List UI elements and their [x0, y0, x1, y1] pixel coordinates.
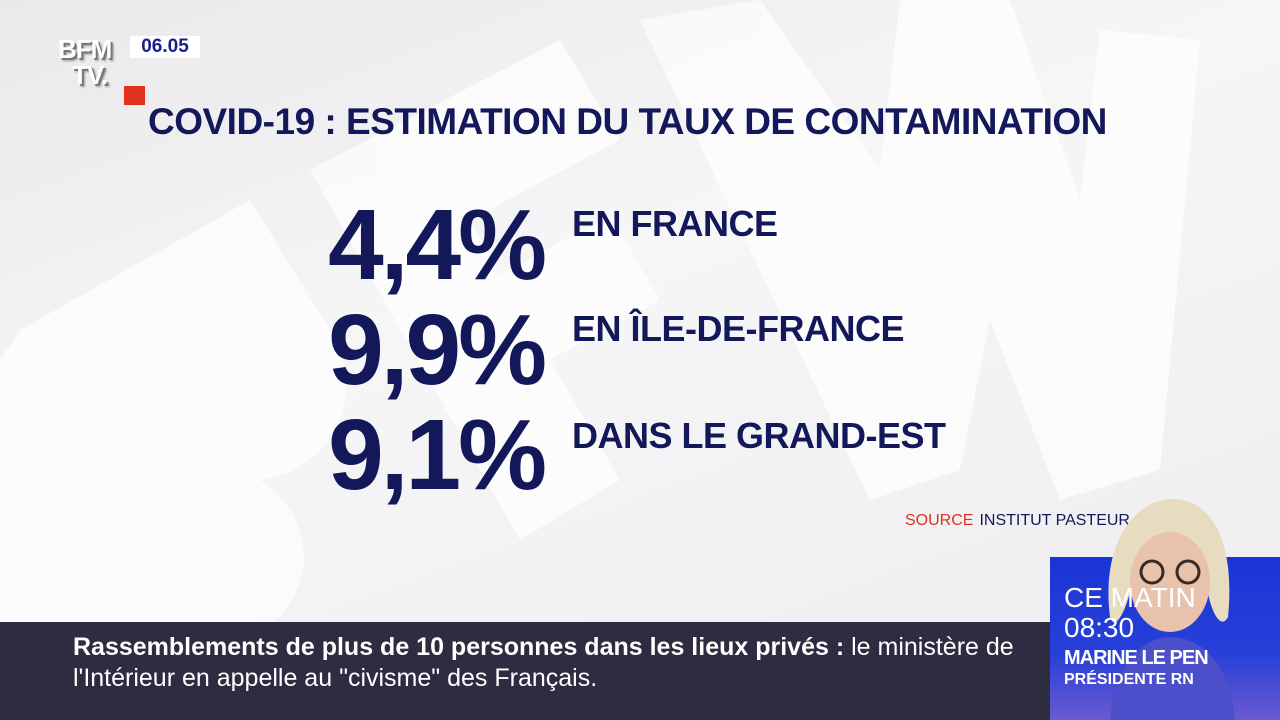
- news-ticker: Rassemblements de plus de 10 personnes d…: [0, 622, 1050, 720]
- promo-when: CE MATIN: [1064, 582, 1196, 613]
- source: SOURCE INSTITUT PASTEUR: [905, 512, 1130, 529]
- stat-label: EN FRANCE: [572, 203, 778, 244]
- guest-role: PRÉSIDENTE RN: [1064, 671, 1194, 688]
- bfmtv-logo: BFM TV.: [58, 34, 112, 90]
- stat-label: EN ÎLE-DE-FRANCE: [572, 308, 905, 349]
- promo-time: 08:30: [1064, 612, 1135, 643]
- logo-red-square: [124, 86, 145, 105]
- stat-value: 4,4%: [328, 189, 547, 301]
- stat-value: 9,9%: [328, 294, 547, 406]
- guest-name: MARINE LE PEN: [1064, 647, 1209, 669]
- stat-value: 9,1%: [328, 399, 547, 511]
- ticker-headline: Rassemblements de plus de 10 personnes d…: [73, 633, 845, 661]
- stat-label: DANS LE GRAND-EST: [572, 415, 946, 456]
- ticker-text: le ministère de l'Intérieur en appelle a…: [73, 633, 1014, 692]
- graphic-title: COVID-19 : ESTIMATION DU TAUX DE CONTAMI…: [148, 101, 1107, 142]
- clock: 06.05: [130, 36, 200, 58]
- guest-photo: [1108, 498, 1235, 720]
